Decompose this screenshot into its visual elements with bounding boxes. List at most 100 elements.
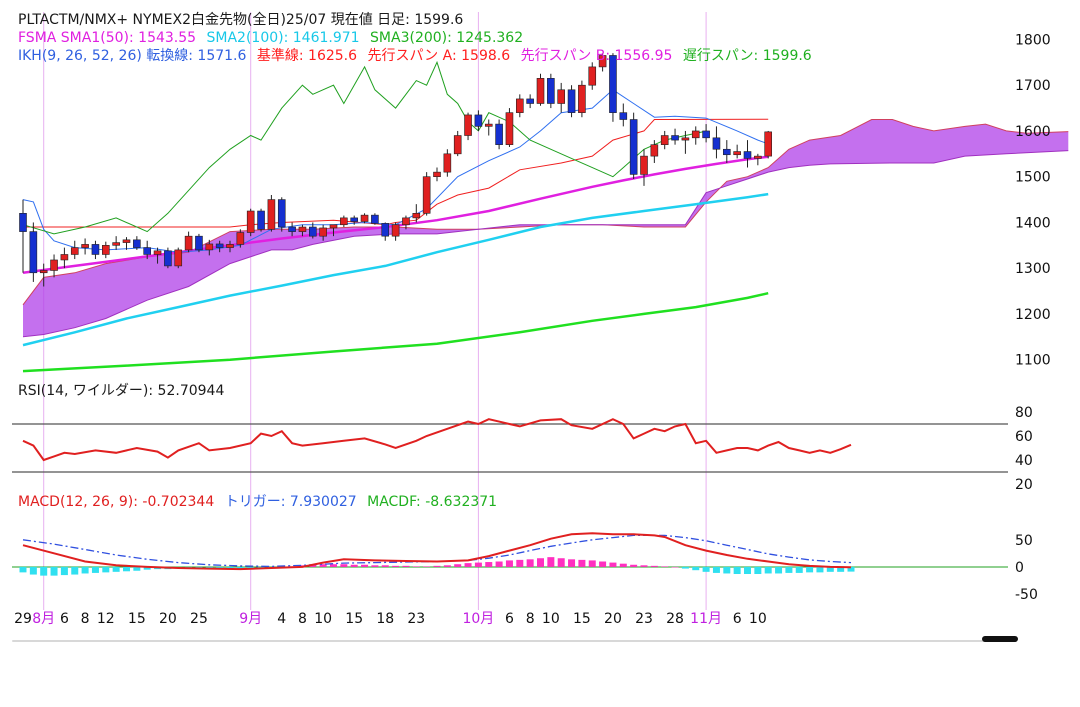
macd-histogram-bar bbox=[464, 563, 472, 567]
candle-body bbox=[619, 112, 628, 120]
candle-body bbox=[184, 235, 193, 251]
date-axis-tick-label: 11月 bbox=[690, 611, 722, 627]
macd-legend-line: MACD(12, 26, 9): -0.702344 トリガー: 7.93002… bbox=[18, 493, 503, 511]
macd-histogram-bar bbox=[516, 559, 524, 567]
macd-histogram-bar bbox=[671, 566, 679, 568]
macd-axis-tick-label: 0 bbox=[1015, 560, 1024, 576]
candle-body bbox=[288, 226, 296, 232]
date-axis-tick-label: 10 bbox=[314, 611, 332, 627]
candle-body bbox=[81, 244, 89, 248]
macd-histogram-bar bbox=[495, 561, 503, 567]
candle-body bbox=[29, 231, 38, 274]
macd-histogram-bar bbox=[837, 566, 845, 572]
candle-body bbox=[660, 135, 669, 145]
candle-body bbox=[443, 153, 452, 173]
candle-body bbox=[691, 130, 700, 139]
macd-legend: MACD(12, 26, 9): -0.702344 bbox=[18, 494, 215, 510]
price-axis-tick-label: 1300 bbox=[1015, 261, 1051, 277]
rsi-axis-tick-label: 60 bbox=[1015, 429, 1033, 445]
macd-histogram-bar bbox=[361, 564, 369, 567]
senkou-span-b-line bbox=[22, 150, 1069, 338]
candle-body bbox=[743, 151, 752, 159]
rsi-axis-tick-label: 80 bbox=[1015, 405, 1033, 421]
date-axis-tick-label: 8 bbox=[526, 611, 535, 627]
macd-histogram-bar bbox=[599, 561, 607, 567]
price-axis-tick-label: 1100 bbox=[1015, 353, 1051, 369]
macd-histogram-bar bbox=[412, 566, 420, 567]
macd-histogram-bar bbox=[723, 566, 731, 574]
date-axis-tick-label: 15 bbox=[128, 611, 146, 627]
candle-body bbox=[143, 247, 151, 255]
price-axis-tick-label: 1600 bbox=[1015, 124, 1051, 140]
candle-body bbox=[578, 84, 586, 113]
macd-histogram-bar bbox=[640, 565, 648, 567]
date-axis-tick-label: 6 bbox=[60, 611, 69, 627]
date-axis-tick-label: 8 bbox=[81, 611, 90, 627]
macd-histogram-bar bbox=[526, 559, 534, 567]
candle-body bbox=[164, 250, 172, 267]
candle-body bbox=[422, 176, 431, 214]
rsi-axis-tick-label: 20 bbox=[1015, 477, 1033, 493]
scrollbar-track[interactable] bbox=[12, 640, 1008, 642]
macd-histogram-bar bbox=[588, 560, 596, 567]
macd-histogram-bar bbox=[123, 566, 130, 572]
macd-histogram-bar bbox=[630, 564, 638, 567]
macd-histogram-bar bbox=[102, 566, 110, 573]
macd-histogram-bar bbox=[712, 566, 720, 573]
candle-body bbox=[277, 199, 286, 228]
trigger-legend: トリガー: 7.930027 bbox=[224, 494, 357, 510]
date-axis-tick-label: 20 bbox=[159, 611, 177, 627]
macd-histogram-bar bbox=[681, 566, 689, 569]
macd-histogram-bar bbox=[91, 566, 99, 573]
macd-histogram-bar bbox=[40, 566, 48, 576]
candle-body bbox=[650, 144, 659, 157]
date-axis-tick-label: 10 bbox=[542, 611, 560, 627]
macd-histogram-bar bbox=[764, 566, 772, 574]
macd-histogram-bar bbox=[692, 566, 700, 571]
macd-histogram-bar bbox=[112, 566, 120, 572]
macd-line bbox=[22, 532, 852, 571]
macd-histogram-bar bbox=[568, 559, 576, 567]
macd-histogram-bar bbox=[826, 566, 834, 572]
macd-histogram-bar bbox=[557, 558, 565, 567]
rsi-legend: RSI(14, ワイルダー): 52.70944 bbox=[18, 383, 225, 399]
date-axis-tick-label: 25 bbox=[190, 611, 208, 627]
candle-body bbox=[609, 55, 617, 113]
macd-histogram-bar bbox=[650, 565, 658, 567]
candle-body bbox=[671, 135, 679, 141]
legend-line-2: FSMA SMA1(50): 1543.55 SMA2(100): 1461.9… bbox=[18, 29, 529, 47]
candle-body bbox=[319, 227, 327, 237]
price-axis-tick-label: 1700 bbox=[1015, 78, 1051, 94]
candle-body bbox=[629, 119, 638, 175]
scrollbar-thumb[interactable] bbox=[982, 636, 1018, 642]
horizontal-scrollbar[interactable] bbox=[12, 634, 1018, 648]
chikou-line bbox=[22, 60, 707, 235]
candle-body bbox=[112, 242, 120, 246]
macd-histogram-bar bbox=[81, 566, 89, 574]
macd-axis-tick-label: -50 bbox=[1015, 587, 1038, 603]
macd-histogram-bar bbox=[29, 566, 37, 575]
candle-body bbox=[526, 98, 534, 104]
candle-body bbox=[598, 55, 607, 68]
macd-histogram-bar bbox=[433, 565, 441, 567]
macd-histogram-bar bbox=[216, 566, 224, 569]
senkou-a-legend: 先行スパン A: 1598.6 bbox=[367, 48, 511, 64]
macd-histogram-bar bbox=[775, 566, 783, 574]
date-axis-tick-label: 12 bbox=[97, 611, 115, 627]
tenkan-line bbox=[22, 89, 769, 253]
sma1-legend: FSMA SMA1(50): 1543.55 bbox=[18, 30, 197, 46]
date-axis-tick-label: 6 bbox=[733, 611, 742, 627]
sma2-legend: SMA2(100): 1461.971 bbox=[206, 30, 360, 46]
candle-body bbox=[308, 226, 317, 237]
price-axis-tick-label: 1400 bbox=[1015, 215, 1051, 231]
candle-body bbox=[588, 66, 597, 86]
candle-body bbox=[205, 243, 214, 251]
candle-body bbox=[236, 232, 245, 245]
macd-histogram-bar bbox=[816, 566, 824, 573]
macd-histogram-bar bbox=[443, 565, 451, 567]
candle-body bbox=[722, 148, 731, 156]
macd-axis-tick-label: 50 bbox=[1015, 533, 1033, 549]
candle-body bbox=[412, 213, 421, 219]
